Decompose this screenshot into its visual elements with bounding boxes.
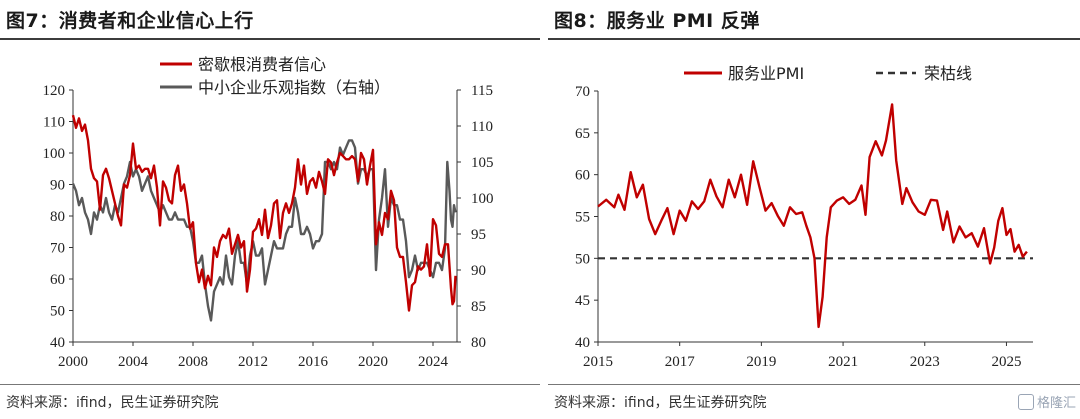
- x-tick-label: 2019: [746, 354, 776, 370]
- y-tick-label: 70: [575, 84, 590, 100]
- x-tick-label: 2023: [910, 354, 940, 370]
- x-tick-label: 2015: [583, 354, 613, 370]
- left-y-tick-label: 50: [50, 304, 65, 320]
- source-rule: [548, 384, 1080, 385]
- source-rule: [0, 384, 540, 385]
- right-y-tick-label: 110: [471, 119, 493, 135]
- right-y-tick-label: 90: [471, 263, 486, 279]
- right-y-tick-label: 80: [471, 335, 486, 351]
- left-y-tick-label: 60: [50, 272, 65, 288]
- x-tick-label: 2020: [358, 354, 388, 370]
- services-pmi-chart: 40 45 50 55 60 65 70 2015 2017 2019 2021 2023 2025 服务…: [575, 64, 1033, 370]
- title-rule: [548, 38, 1080, 40]
- watermark-text: 格隆汇: [1036, 396, 1076, 411]
- right-y-tick-label: 85: [471, 299, 486, 315]
- series-line-nfib-optimism: [71, 139, 457, 322]
- x-tick-label: 2021: [828, 354, 858, 370]
- legend-label: 中小企业乐观指数（右轴）: [198, 78, 390, 97]
- series-line-services-pmi: [597, 103, 1028, 329]
- y-tick-label: 60: [575, 168, 590, 184]
- left-y-tick-label: 110: [43, 115, 65, 131]
- figure-8-title: 图8：服务业 PMI 反弹: [554, 10, 760, 32]
- x-tick-label: 2000: [58, 354, 88, 370]
- figure-8-source: 资料来源：ifind，民生证券研究院: [554, 395, 767, 411]
- figure-7-source: 资料来源：ifind，民生证券研究院: [6, 395, 219, 411]
- x-tick-label: 2008: [178, 354, 208, 370]
- x-tick-label: 2012: [238, 354, 268, 370]
- y-tick-label: 55: [575, 210, 590, 226]
- x-tick-label: 2025: [991, 354, 1021, 370]
- consumer-business-confidence-chart: 40 50 60 70 80 90 100 110 120 80 85 90 95 100 105 110 11…: [43, 55, 494, 370]
- watermark-logo-icon: [1017, 394, 1034, 410]
- x-tick-label: 2024: [418, 354, 449, 370]
- figure-7-panel: 图7：消费者和企业信心上行 40 50 60 70 80 90 100 110 120 80 85 9…: [0, 10, 540, 411]
- y-tick-label: 65: [575, 126, 590, 142]
- x-tick-label: 2017: [665, 354, 696, 370]
- title-rule: [0, 38, 540, 40]
- left-y-tick-label: 80: [50, 209, 65, 225]
- left-y-tick-label: 100: [43, 146, 66, 162]
- right-y-tick-label: 95: [471, 227, 486, 243]
- x-tick-label: 2016: [298, 354, 329, 370]
- watermark: 格隆汇: [1017, 392, 1076, 411]
- figure-7-title: 图7：消费者和企业信心上行: [6, 10, 254, 32]
- right-y-tick-label: 115: [471, 83, 493, 99]
- legend-label: 密歇根消费者信心: [198, 55, 326, 74]
- x-tick-label: 2004: [118, 354, 149, 370]
- y-tick-label: 45: [575, 293, 590, 309]
- legend-label: 荣枯线: [924, 64, 972, 83]
- y-tick-label: 50: [575, 251, 590, 267]
- left-y-tick-label: 90: [50, 178, 65, 194]
- left-y-tick-label: 40: [50, 335, 65, 351]
- left-y-tick-label: 120: [43, 83, 66, 99]
- right-y-tick-label: 105: [471, 155, 494, 171]
- left-y-tick-label: 70: [50, 241, 65, 257]
- figure-8-panel: 图8：服务业 PMI 反弹 40 45 50 55 60 65 70 2015 2017 2019…: [548, 0, 1080, 419]
- y-tick-label: 40: [575, 335, 590, 351]
- legend-label: 服务业PMI: [728, 64, 804, 83]
- right-y-tick-label: 100: [471, 191, 494, 207]
- series-line-michigan-sentiment: [71, 114, 457, 312]
